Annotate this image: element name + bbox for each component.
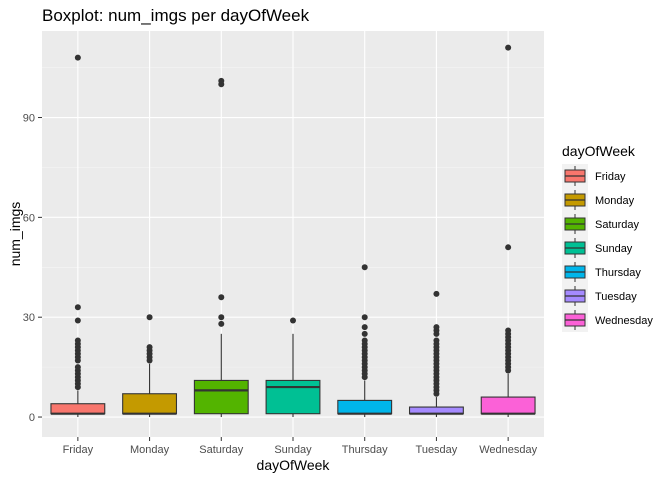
outlier-point [74,304,81,311]
outlier-point [290,317,296,324]
box-friday [50,54,106,418]
x-tick-label: Friday [63,444,94,456]
outlier-point [74,337,81,344]
box-body [337,399,393,415]
outlier-point [505,44,512,51]
legend-label: Saturday [595,219,640,231]
outlier-point [361,337,368,344]
outlier-point [74,54,81,61]
legend-label: Thursday [595,267,641,279]
x-axis: Friday Monday Saturday Sunday Thursday Tuesda… [63,437,538,456]
outlier-point [505,244,512,251]
legend-label: Wednesday [595,315,653,327]
outlier-point [74,317,81,324]
box-tuesday [408,290,464,418]
x-tick-label: Tuesday [416,444,458,456]
box-saturday [193,77,249,418]
x-tick-label: Monday [130,444,170,456]
box-body [265,379,321,415]
legend-label: Tuesday [595,291,637,303]
outlier-point [74,364,81,371]
outlier-point [433,337,440,344]
box-wednesday [480,44,536,418]
legend-items: Friday Monday Saturday Sunday Thursday Tuesda… [562,164,653,332]
outlier-point [146,344,153,351]
legend-item-sunday: Sunday [562,236,633,260]
y-tick-label: 90 [23,113,35,125]
outlier-point [361,314,368,321]
outlier-point [361,330,368,337]
outlier-point [361,324,368,331]
box-group [50,44,536,418]
x-tick-label: Thursday [342,444,388,456]
legend-item-monday: Monday [562,188,635,212]
outlier-point [433,290,440,297]
x-tick-label: Sunday [274,444,312,456]
chart-title: Boxplot: num_imgs per dayOfWeek [42,6,310,25]
y-axis-title: num_imgs [7,202,23,267]
box-body [480,396,536,415]
outlier-point [505,327,512,334]
outlier-point [218,77,225,84]
outlier-point [218,294,225,301]
legend-label: Monday [595,195,635,207]
outlier-point [218,320,225,327]
box-body [50,403,106,415]
x-tick-label: Saturday [199,444,244,456]
box-body [193,379,249,415]
outlier-point [361,264,368,271]
box-body [122,393,178,415]
box-thursday [337,264,393,418]
y-tick-label: 0 [29,412,35,424]
x-axis-title: dayOfWeek [257,457,331,473]
legend: dayOfWeek Friday Monday Saturday Sunday Thur… [562,143,653,332]
y-tick-label: 30 [23,312,35,324]
outlier-point [146,314,153,321]
legend-item-thursday: Thursday [562,260,641,284]
legend-label: Sunday [595,243,633,255]
outlier-point [218,314,225,321]
outlier-point [433,324,440,331]
y-axis: 0 30 60 90 [23,113,42,424]
box-monday [122,314,178,418]
legend-item-tuesday: Tuesday [562,284,637,308]
legend-label: Friday [595,171,626,183]
y-tick-label: 60 [23,212,35,224]
legend-item-wednesday: Wednesday [562,308,653,332]
legend-item-friday: Friday [562,164,626,188]
legend-item-saturday: Saturday [562,212,640,236]
legend-title: dayOfWeek [562,143,636,159]
box-sunday [265,317,321,418]
x-tick-label: Wednesday [479,444,537,456]
